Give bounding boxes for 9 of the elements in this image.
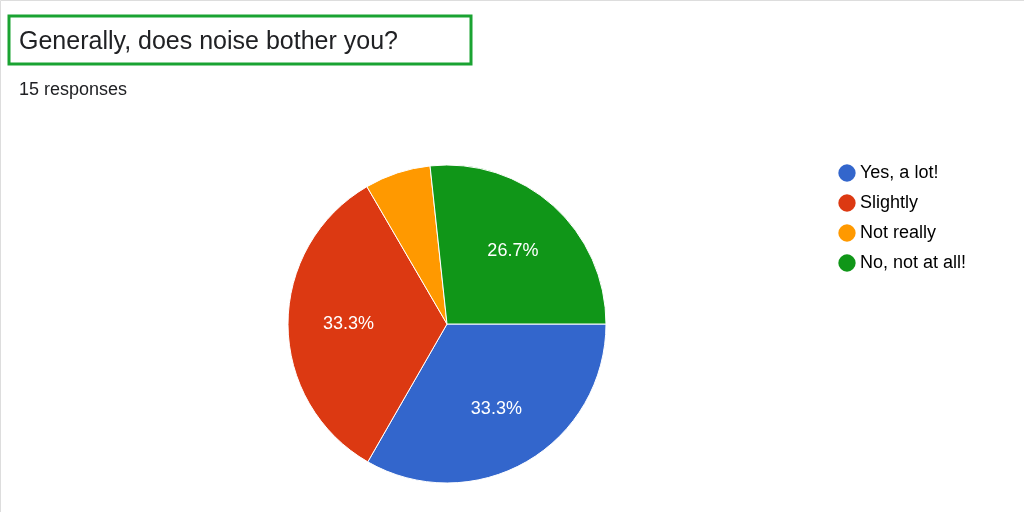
- text: 15 responses: [19, 79, 128, 99]
- data-label: 26.7%: [487, 239, 539, 260]
- data-label: 33.3%: [322, 313, 374, 334]
- legend-label: Not really: [860, 222, 937, 242]
- legend-label: Yes, a lot!: [860, 162, 939, 182]
- legend-label: No, not at all!: [860, 252, 967, 272]
- legend-label: Slightly: [860, 192, 919, 212]
- data-label: 33.3%: [470, 398, 522, 419]
- chart-title: Generally, does noise bother you?: [19, 26, 398, 54]
